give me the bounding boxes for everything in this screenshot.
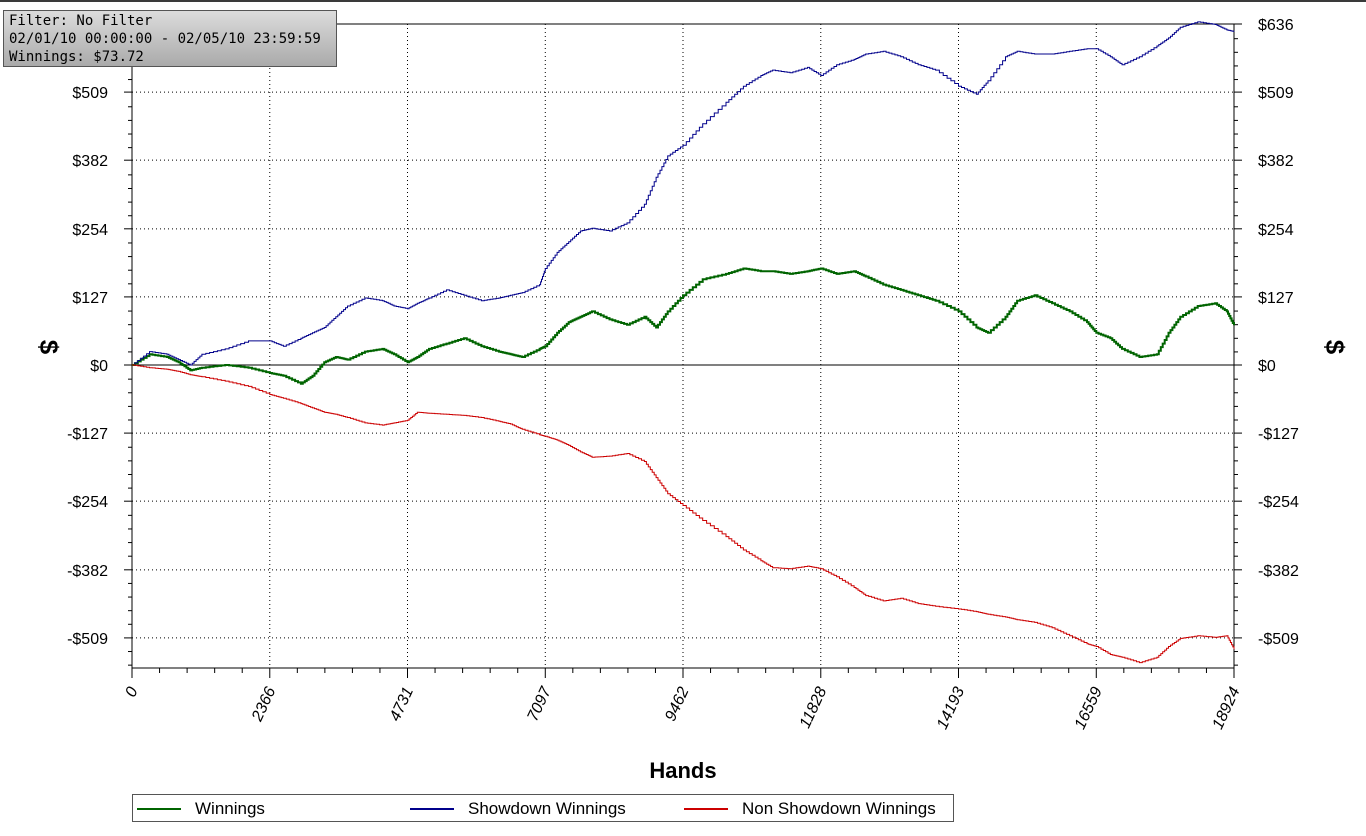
y-tick-label-left: -$509	[67, 631, 108, 648]
y-tick-label-left: -$254	[67, 494, 108, 511]
y-tick-label-left: $382	[72, 153, 108, 170]
x-tick-label: 7097	[524, 684, 555, 724]
y-tick-label-right: $0	[1258, 358, 1276, 375]
showdown-winnings-line	[132, 21, 1235, 366]
chart-legend: Winnings Showdown Winnings Non Showdown …	[132, 794, 954, 822]
x-axis-title: Hands	[649, 758, 716, 783]
legend-label-showdown-winnings: Showdown Winnings	[468, 799, 626, 818]
x-tick-label: 9462	[662, 684, 692, 724]
date-range-text: 02/01/10 00:00:00 - 02/05/10 23:59:59	[9, 31, 321, 47]
y-tick-label-right: -$382	[1258, 563, 1299, 580]
legend-swatch-showdown-winnings	[410, 808, 454, 810]
x-tick-label: 11828	[797, 684, 831, 731]
y-tick-label-left: $127	[72, 290, 108, 307]
legend-label-winnings: Winnings	[195, 799, 265, 818]
data-series	[132, 21, 1235, 664]
non-showdown-winnings-line	[132, 364, 1235, 664]
y-tick-label-right: $127	[1258, 290, 1294, 307]
y-tick-label-right: $509	[1258, 85, 1294, 102]
y-tick-label-right: $636	[1258, 17, 1294, 34]
x-tick-label: 18924	[1209, 684, 1243, 732]
filter-text: Filter: No Filter	[9, 13, 153, 29]
legend-label-non-showdown-winnings: Non Showdown Winnings	[742, 799, 936, 818]
y-tick-label-right: $382	[1258, 153, 1294, 170]
filter-info-box: Filter: No Filter 02/01/10 00:00:00 - 02…	[3, 10, 337, 67]
winnings-line	[132, 267, 1235, 385]
x-tick-label: 16559	[1072, 684, 1106, 732]
y-tick-label-left: $254	[72, 222, 108, 239]
window-top-border	[0, 0, 1366, 2]
y-tick-label-right: -$509	[1258, 631, 1299, 648]
axis-ticks	[124, 23, 1242, 678]
y-tick-label-right: -$127	[1258, 426, 1299, 443]
grid-lines	[132, 24, 1234, 668]
x-tick-label: 2366	[249, 684, 280, 724]
y-tick-label-left: -$382	[67, 563, 108, 580]
legend-swatch-non-showdown-winnings	[684, 808, 728, 810]
y-tick-label-right: -$254	[1258, 494, 1299, 511]
winnings-total-text: Winnings: $73.72	[9, 49, 144, 65]
y-tick-label-left: $0	[90, 358, 108, 375]
x-tick-label: 14193	[934, 684, 968, 732]
winnings-chart: 0 2366 4731 7097 9462 11828 14193 16559 18924 $63…	[34, 17, 1350, 783]
y-axis-title-left: $	[34, 340, 64, 355]
y-tick-label-right: $254	[1258, 222, 1294, 239]
x-tick-label: 0	[122, 684, 141, 699]
x-tick-label: 4731	[387, 685, 417, 724]
y-tick-label-left: $509	[72, 85, 108, 102]
y-axis-title-right: $	[1320, 340, 1350, 355]
legend-swatch-winnings	[137, 808, 181, 810]
y-tick-label-left: -$127	[67, 426, 108, 443]
